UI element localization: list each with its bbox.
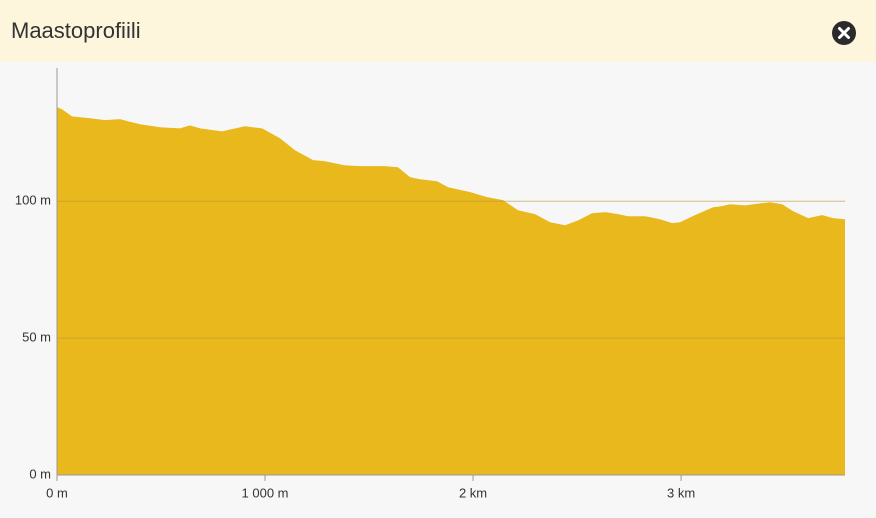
elevation-area <box>57 107 845 475</box>
close-button[interactable] <box>831 20 857 46</box>
x-tick-label: 3 km <box>667 485 695 500</box>
header-title: Maastoprofiili <box>11 18 141 43</box>
header: Maastoprofiili <box>0 0 876 62</box>
x-tick-label: 0 m <box>46 485 68 500</box>
x-tick-label: 2 km <box>459 485 487 500</box>
y-tick-label: 50 m <box>22 330 51 345</box>
x-tick-label: 1 000 m <box>242 485 289 500</box>
y-tick-label: 100 m <box>15 193 51 208</box>
y-tick-label: 0 m <box>29 466 51 481</box>
